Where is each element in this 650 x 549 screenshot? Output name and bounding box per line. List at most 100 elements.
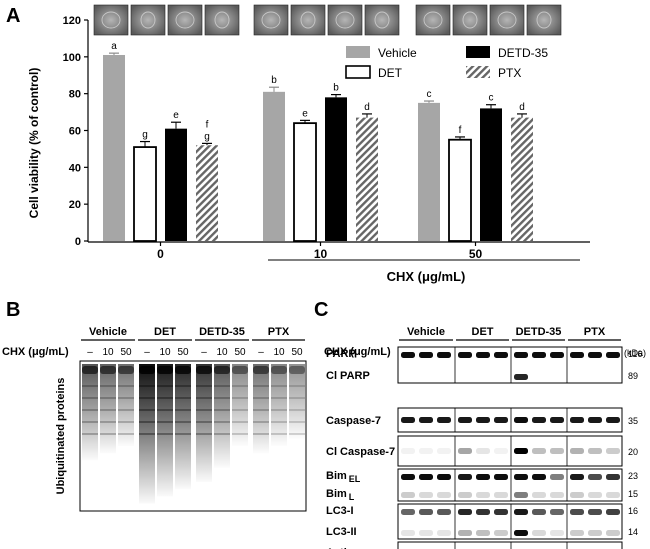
protein-band <box>514 448 528 454</box>
protein-band <box>437 448 451 454</box>
protein-band <box>550 352 564 358</box>
y-tick-label: 80 <box>69 89 81 101</box>
bar <box>325 97 347 241</box>
protein-band <box>476 448 490 454</box>
ubiquitin-lane <box>253 364 269 454</box>
cell-image <box>452 4 488 36</box>
ubiquitin-band <box>157 433 173 435</box>
ubiquitin-top-band <box>118 366 134 374</box>
blot-label: Cl Caspase-7 <box>326 446 395 458</box>
protein-band <box>606 448 620 454</box>
protein-band <box>606 352 620 358</box>
protein-band <box>476 417 490 423</box>
panel-b-lane-dose: 10 <box>216 347 228 358</box>
cell-outline <box>497 11 517 29</box>
ubiquitin-band <box>157 421 173 423</box>
ubiquitin-band <box>82 421 98 423</box>
blot-frame <box>397 468 623 502</box>
protein-band <box>606 509 620 515</box>
bar <box>480 108 502 242</box>
ubiquitin-band <box>271 409 287 411</box>
ubiquitin-band <box>253 397 269 399</box>
panel-b-lane-dose: 10 <box>102 347 114 358</box>
cell-outline <box>214 11 230 29</box>
ubiquitin-band <box>82 385 98 387</box>
panel-b-lane-dose: – <box>87 347 93 358</box>
ubiquitin-lane <box>289 364 305 439</box>
protein-band <box>570 492 584 498</box>
protein-band <box>570 417 584 423</box>
protein-band <box>606 530 620 536</box>
panel-c-group-label: DET <box>472 326 494 338</box>
ubiquitin-band <box>271 397 287 399</box>
bar <box>293 122 317 242</box>
protein-band <box>458 352 472 358</box>
ubiquitin-band <box>157 385 173 387</box>
ubiquitin-band <box>271 385 287 387</box>
ubiquitin-band <box>175 433 191 435</box>
x-tick-label: 50 <box>469 247 483 261</box>
protein-band <box>401 352 415 358</box>
panel-b: Vehicle DET DETD-35 PTX CHX (μg/mL) –10 50–1… <box>2 326 307 512</box>
protein-band <box>401 417 415 423</box>
protein-band <box>476 530 490 536</box>
panel-b-lane-dose: 50 <box>291 347 303 358</box>
ubiquitin-band <box>175 421 191 423</box>
blot-label: Cl PARP <box>326 370 370 382</box>
kda-marker: 14 <box>628 527 638 537</box>
protein-band <box>401 530 415 536</box>
protein-band <box>437 352 451 358</box>
panel-b-group-label: DETD-35 <box>199 326 245 338</box>
blot-frame <box>397 435 623 467</box>
panel-b-group-label: DET <box>154 326 176 338</box>
ubiquitin-top-band <box>139 366 155 374</box>
panel-b-lane-doses: –10 50–10 50–10 50–10 50 <box>87 347 303 358</box>
legend-swatch <box>346 46 370 58</box>
panel-c-blots: PARP 116 Cl PARP 89 Caspase-7 35 Cl Caspase-7 2… <box>326 346 642 549</box>
protein-band <box>419 492 433 498</box>
protein-band <box>458 492 472 498</box>
blot-frame <box>397 541 623 549</box>
protein-band <box>458 530 472 536</box>
cell-image <box>167 4 203 36</box>
significance-letter: c <box>427 89 432 100</box>
ubiquitin-lane <box>82 364 98 461</box>
ubiquitin-band <box>289 397 305 399</box>
ubiquitin-band <box>214 433 230 435</box>
cell-image <box>526 4 562 36</box>
y-axis-title: Cell viability (% of control) <box>27 68 41 219</box>
ubiquitin-top-band <box>289 366 305 374</box>
legend-swatch <box>345 65 371 79</box>
protein-band <box>437 474 451 480</box>
protein-band <box>532 509 546 515</box>
ubiquitin-band <box>157 397 173 399</box>
ubiquitin-lane <box>175 364 191 490</box>
ubiquitin-band <box>289 409 305 411</box>
y-tick-label: 60 <box>69 126 81 138</box>
protein-band <box>514 417 528 423</box>
panel-b-group-label: PTX <box>268 326 290 338</box>
protein-band <box>588 352 602 358</box>
bar <box>356 117 378 241</box>
ubiquitin-band <box>100 397 116 399</box>
blot-label: Actin <box>326 547 354 549</box>
legend-swatch <box>466 46 490 58</box>
ubiquitin-lane <box>118 364 134 446</box>
protein-band <box>437 509 451 515</box>
panel-b-group-label: Vehicle <box>89 326 127 338</box>
ubiquitin-band <box>214 385 230 387</box>
protein-band <box>514 492 528 498</box>
protein-band <box>419 352 433 358</box>
protein-band <box>514 530 528 536</box>
protein-band <box>532 352 546 358</box>
y-tick-label: 0 <box>75 236 81 248</box>
protein-band <box>401 509 415 515</box>
panel-c-group-label: DETD-35 <box>516 326 562 338</box>
ubiquitin-band <box>214 421 230 423</box>
kda-marker: 35 <box>628 416 638 426</box>
ubiquitin-band <box>157 409 173 411</box>
protein-band <box>532 417 546 423</box>
ubiquitin-top-band <box>271 366 287 374</box>
